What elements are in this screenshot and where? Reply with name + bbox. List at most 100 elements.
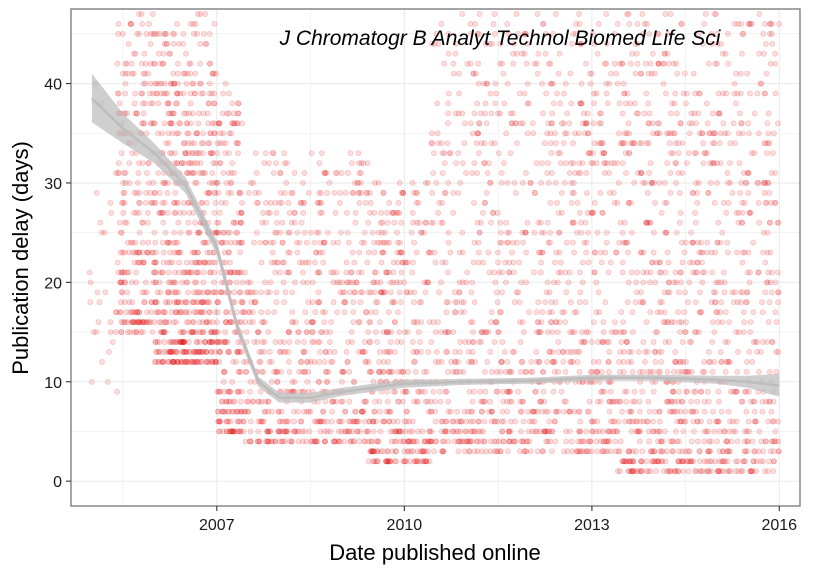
scatter-point [507, 418, 514, 425]
scatter-point [560, 140, 567, 147]
scatter-point [120, 269, 126, 276]
scatter-point [461, 448, 468, 455]
scatter-point [199, 348, 206, 355]
scatter-point [756, 368, 762, 375]
scatter-point [116, 219, 123, 226]
scatter-point [334, 309, 341, 316]
scatter-point [191, 279, 198, 286]
scatter-point [455, 110, 462, 117]
scatter-point [537, 249, 543, 256]
scatter-point [456, 348, 463, 355]
scatter-point [125, 319, 131, 325]
scatter-point [701, 368, 708, 375]
scatter-point [331, 348, 338, 355]
scatter-point [210, 160, 217, 166]
scatter-point [215, 189, 222, 196]
scatter-point [642, 358, 648, 365]
scatter-point [204, 319, 211, 325]
scatter-point [178, 309, 185, 316]
scatter-point [152, 189, 158, 196]
scatter-point [311, 259, 318, 266]
scatter-point [120, 199, 126, 206]
scatter-point [591, 90, 597, 97]
scatter-point [116, 309, 123, 316]
scatter-point [630, 458, 637, 465]
scatter-point [178, 339, 185, 345]
scatter-point [591, 319, 597, 325]
scatter-point [443, 309, 450, 316]
scatter-point [405, 368, 412, 375]
scatter-point [626, 418, 632, 425]
scatter-point [650, 388, 657, 395]
scatter-point [775, 289, 782, 296]
scatter-point [90, 329, 97, 335]
scatter-point [589, 209, 596, 216]
scatter-point [189, 358, 196, 365]
scatter-point [326, 339, 333, 345]
scatter-point [440, 448, 447, 455]
scatter-point [515, 289, 522, 296]
scatter-point [186, 348, 193, 355]
scatter-point [487, 348, 494, 355]
scatter-point [173, 100, 180, 107]
scatter-point [573, 448, 580, 455]
scatter-point [446, 150, 453, 156]
scatter-point [708, 458, 715, 465]
scatter-point [318, 150, 325, 156]
scatter-point [338, 170, 345, 176]
scatter-point [732, 428, 739, 435]
scatter-point [269, 249, 276, 256]
scatter-point [694, 398, 701, 405]
scatter-point [164, 289, 171, 296]
scatter-point [574, 358, 581, 365]
scatter-point [273, 160, 279, 166]
scatter-point [445, 110, 452, 117]
scatter-point [102, 289, 109, 296]
scatter-point [474, 100, 481, 107]
scatter-point [265, 160, 272, 166]
scatter-point [178, 160, 185, 166]
scatter-point [152, 80, 159, 87]
scatter-point [756, 11, 763, 17]
scatter-point [140, 70, 147, 77]
scatter-point [429, 130, 435, 137]
scatter-point [410, 299, 417, 306]
scatter-point [172, 279, 179, 286]
scatter-point [560, 408, 567, 415]
scatter-point [775, 120, 781, 127]
scatter-point [149, 329, 156, 335]
scatter-point [208, 348, 215, 355]
scatter-point [348, 269, 354, 276]
scatter-point [591, 418, 597, 425]
scatter-point [672, 348, 679, 355]
scatter-point [136, 199, 142, 206]
scatter-point [322, 348, 329, 355]
scatter-point [272, 339, 279, 345]
scatter-point [243, 398, 250, 405]
scatter-point [125, 269, 132, 276]
scatter-point [155, 130, 161, 137]
scatter-point [145, 70, 151, 77]
scatter-point [299, 179, 306, 186]
scatter-point [216, 358, 223, 365]
scatter-point [159, 179, 166, 186]
scatter-point [740, 329, 747, 335]
scatter-point [240, 299, 246, 306]
scatter-point [544, 219, 551, 226]
scatter-point [349, 428, 356, 435]
scatter-point [177, 209, 183, 216]
scatter-point [498, 179, 505, 186]
scatter-point [214, 229, 221, 236]
scatter-point [587, 368, 594, 375]
scatter-point [189, 329, 196, 335]
scatter-point [377, 428, 384, 435]
scatter-point [193, 358, 200, 365]
scatter-point [563, 130, 570, 137]
scatter-point [285, 358, 292, 365]
scatter-point [161, 309, 168, 316]
scatter-point [147, 189, 153, 196]
scatter-point [152, 299, 159, 306]
scatter-point [173, 348, 180, 355]
scatter-point [325, 368, 332, 375]
scatter-point [625, 279, 632, 286]
